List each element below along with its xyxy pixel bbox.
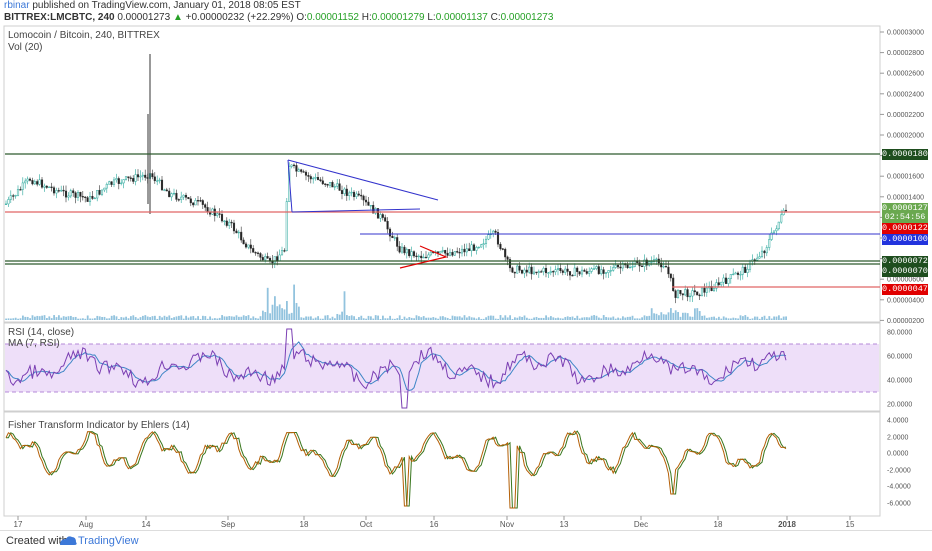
tradingview-brand[interactable]: TradingView bbox=[78, 535, 139, 547]
change-up-icon: ▲ bbox=[172, 12, 183, 23]
pennant-drawing[interactable] bbox=[399, 245, 448, 269]
price-tick-label: 0.00002400 bbox=[887, 91, 924, 98]
price-label-badge: 0.00000708 bbox=[882, 266, 932, 277]
time-tick-label: Dec bbox=[634, 520, 648, 529]
price-tick-label: 0.00002600 bbox=[887, 71, 924, 78]
low-value: 0.00001137 bbox=[435, 12, 488, 23]
fisher-tick-label: 0.0000 bbox=[887, 451, 909, 458]
created-with-text: Created with bbox=[6, 535, 68, 547]
publish-line: rbinar published on TradingView.com, Jan… bbox=[4, 0, 301, 12]
time-tick-label: Oct bbox=[360, 520, 373, 529]
fisher-tick-label: -2.0000 bbox=[887, 468, 911, 475]
rsi-tick-label: 60.0000 bbox=[887, 354, 912, 361]
fisher-tick-label: 2.0000 bbox=[887, 435, 909, 442]
open-value: 0.00001152 bbox=[306, 12, 359, 23]
triangle-upper-trendline[interactable] bbox=[287, 159, 439, 201]
high-label: H: bbox=[361, 12, 372, 23]
price-tick-label: 0.00000200 bbox=[887, 318, 924, 325]
price-candles bbox=[4, 54, 788, 304]
time-tick-label: 18 bbox=[300, 520, 309, 529]
time-tick-label: Sep bbox=[221, 520, 236, 529]
time-tick-label: 13 bbox=[560, 520, 569, 529]
close-label: C: bbox=[490, 12, 501, 23]
price-label-badge: 0.00001273 bbox=[882, 203, 932, 214]
close-value: 0.00001273 bbox=[500, 12, 554, 23]
fisher-axis: 4.0000 2.0000 0.0000 -2.0000 -4.0000 -6.0000 bbox=[887, 418, 911, 508]
price-axis[interactable]: 0.00003000 0.00002800 0.00002600 0.00002400… bbox=[880, 30, 924, 325]
low-label: L: bbox=[427, 12, 436, 23]
price-tick-label: 0.00001600 bbox=[887, 174, 924, 181]
rsi-tick-label: 40.0000 bbox=[887, 378, 912, 385]
fisher-tick-label: -4.0000 bbox=[887, 484, 911, 491]
fisher-tick-label: -6.0000 bbox=[887, 501, 911, 508]
price-tick-label: 0.00002200 bbox=[887, 112, 924, 119]
rsi-line bbox=[5, 328, 787, 409]
chart-canvas[interactable]: 0.00003000 0.00002800 0.00002600 0.00002400… bbox=[0, 24, 932, 530]
triangle-base[interactable] bbox=[291, 208, 421, 213]
chart-area[interactable]: 0.00003000 0.00002800 0.00002600 0.00002400… bbox=[0, 24, 932, 530]
footer: Created with TradingView bbox=[0, 530, 932, 551]
time-tick-label: 2018 bbox=[778, 520, 796, 529]
rsi-tick-label: 80.0000 bbox=[887, 330, 912, 337]
rsi-ma-line bbox=[5, 341, 787, 391]
volume-bars bbox=[5, 284, 787, 320]
tradingview-logo-icon[interactable] bbox=[58, 533, 128, 549]
price-label-badge: 0.00001001 bbox=[882, 234, 932, 245]
fisher-line bbox=[5, 430, 787, 509]
fisher-legend[interactable]: Fisher Transform Indicator by Ehlers (14… bbox=[8, 420, 190, 431]
price-tick-label: 0.00002000 bbox=[887, 133, 924, 140]
last-price: 0.00001273 bbox=[117, 12, 171, 23]
rsi-axis: 80.0000 60.0000 40.0000 20.0000 bbox=[887, 330, 912, 409]
price-label-badge: 0.00000479 bbox=[882, 284, 932, 295]
price-change: +0.00000232 (+22.29%) bbox=[185, 12, 294, 23]
price-tick-label: 0.00002800 bbox=[887, 50, 924, 57]
price-label-badge: 0.00000728 bbox=[882, 256, 932, 267]
price-label-badge: 02:54:56 bbox=[882, 212, 928, 223]
price-tick-label: 0.00000400 bbox=[887, 297, 924, 304]
rsi-tick-label: 20.0000 bbox=[887, 402, 912, 409]
price-label-badge: 0.00001806 bbox=[882, 149, 932, 160]
fisher-trigger-line bbox=[6, 430, 787, 509]
main-pane-title[interactable]: Lomocoin / Bitcoin, 240, BITTREX bbox=[8, 30, 160, 41]
time-tick-label: 18 bbox=[714, 520, 723, 529]
time-tick-label: Nov bbox=[500, 520, 514, 529]
ohlc-line: BITTREX:LMCBTC, 240 0.00001273 ▲ +0.0000… bbox=[4, 12, 553, 24]
author-link[interactable]: rbinar bbox=[4, 0, 30, 11]
time-tick-label: 14 bbox=[142, 520, 151, 529]
time-tick-label: 16 bbox=[430, 520, 439, 529]
price-tick-label: 0.00003000 bbox=[887, 30, 924, 37]
chart-header: rbinar published on TradingView.com, Jan… bbox=[0, 0, 932, 24]
price-label-badge: 0.00001221 bbox=[882, 223, 932, 234]
time-tick-label: 17 bbox=[14, 520, 23, 529]
open-label: O: bbox=[296, 12, 307, 23]
rsi-legend[interactable]: RSI (14, close) bbox=[8, 327, 75, 338]
price-tick-label: 0.00000600 bbox=[887, 277, 924, 284]
time-axis[interactable]: 17 Aug 14 Sep 18 Oct 16 Nov 13 Dec 18 2018 15 bbox=[14, 516, 855, 529]
triangle-left-edge[interactable] bbox=[287, 159, 293, 213]
published-text: published on TradingView.com, January 01… bbox=[32, 0, 301, 11]
time-tick-label: Aug bbox=[79, 520, 93, 529]
fisher-tick-label: 4.0000 bbox=[887, 418, 909, 425]
symbol-label: BITTREX:LMCBTC, 240 bbox=[4, 12, 115, 23]
high-value: 0.00001279 bbox=[371, 12, 425, 23]
volume-legend[interactable]: Vol (20) bbox=[8, 42, 43, 53]
time-tick-label: 15 bbox=[846, 520, 855, 529]
price-tick-label: 0.00001400 bbox=[887, 194, 924, 201]
rsi-ma-legend[interactable]: MA (7, RSI) bbox=[8, 338, 60, 349]
